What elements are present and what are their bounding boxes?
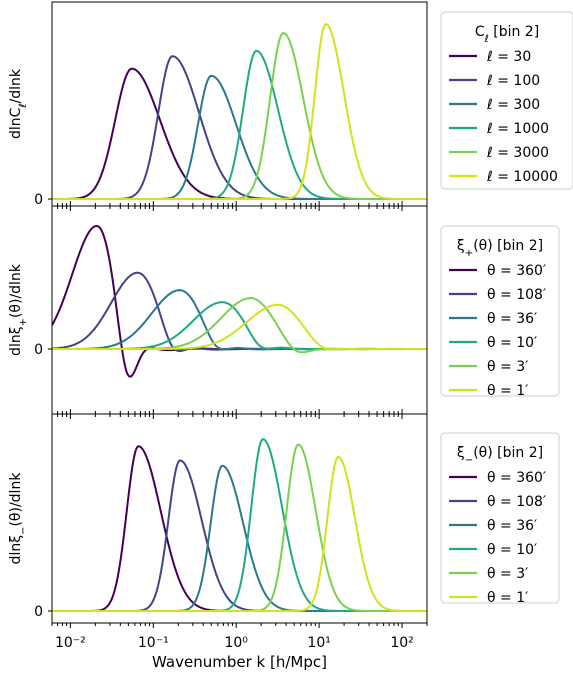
series-line-5 (52, 31, 427, 200)
panel-2: 0 dlnξ+(θ)/dlnk ξ+(θ) [bin 2] θ = 360′ θ = 1… (8, 201, 560, 419)
legend-entry: θ = 3′ (487, 566, 528, 582)
series-line-6 (52, 455, 427, 612)
series-line-6 (52, 303, 427, 351)
panel-1: 0 dlnCℓ/dlnk Cℓ [bin 2] ℓ = 30 ℓ = 100 ℓ = 30… (8, 1, 573, 211)
y-axis-label: dlnξ+(θ)/dlnk (8, 263, 29, 356)
legend-entry: ℓ = 30 (486, 49, 531, 65)
legend: Cℓ [bin 2] ℓ = 30 ℓ = 100 ℓ = 300 ℓ = 1000 ℓ … (440, 11, 573, 190)
y-tick-label: 0 (34, 342, 43, 358)
legend-entry: ℓ = 1000 (486, 121, 549, 137)
legend-entry: θ = 108′ (487, 287, 546, 303)
legend-entry: ℓ = 100 (486, 73, 540, 89)
legend-entry: θ = 10′ (487, 335, 537, 351)
legend-entry: θ = 360′ (487, 263, 546, 279)
legend: ξ+(θ) [bin 2] θ = 360′ θ = 108′ θ = 36′ θ = … (440, 225, 560, 399)
x-tick-label: 10⁻² (55, 635, 86, 651)
legend-title: Cℓ [bin 2] (475, 24, 539, 45)
legend-entry: θ = 1′ (487, 383, 528, 399)
x-tick-label: 10¹ (307, 635, 330, 651)
y-tick-label: 0 (34, 604, 43, 620)
legend-entry: θ = 3′ (487, 359, 528, 375)
legend-box (440, 225, 560, 397)
legend-entry: θ = 108′ (487, 494, 546, 510)
y-axis-label: dlnCℓ/dlnk (8, 68, 29, 139)
x-tick-label: 10⁰ (224, 635, 248, 651)
legend-entry: ℓ = 3000 (486, 145, 549, 161)
axes-frame (51, 413, 428, 624)
series-line-2 (52, 271, 427, 353)
legend-title: ξ+(θ) [bin 2] (457, 238, 543, 259)
legend-box (440, 432, 560, 604)
y-axis-label: dlnξ−(θ)/dlnk (8, 472, 29, 565)
legend-entry: ℓ = 10000 (486, 169, 558, 185)
legend-entry: ℓ = 300 (486, 97, 540, 113)
legend-entry: θ = 36′ (487, 518, 537, 534)
x-axis-label: Wavenumber k [h/Mpc] (152, 653, 327, 671)
legend-entry: θ = 1′ (487, 590, 528, 606)
series-line-3 (52, 289, 427, 351)
series-line-4 (52, 438, 427, 612)
y-tick-label: 0 (34, 192, 43, 208)
legend: ξ−(θ) [bin 2] θ = 360′ θ = 108′ θ = 36′ θ = … (440, 432, 560, 606)
legend-entry: θ = 10′ (487, 542, 537, 558)
panel-3: 0 dlnξ−(θ)/dlnk 10⁻² 10⁻¹ 10⁰ 10¹ 10² Wavenumbe… (8, 409, 560, 671)
series-line-6 (52, 22, 427, 200)
axes-frame (51, 205, 428, 415)
series-line-4 (52, 49, 427, 200)
legend-title: ξ−(θ) [bin 2] (457, 445, 543, 466)
x-tick-label: 10⁻¹ (138, 635, 169, 651)
legend-entry: θ = 36′ (487, 311, 537, 327)
legend-entry: θ = 360′ (487, 470, 546, 486)
axes-frame (51, 1, 428, 207)
x-tick-label: 10² (390, 635, 413, 651)
